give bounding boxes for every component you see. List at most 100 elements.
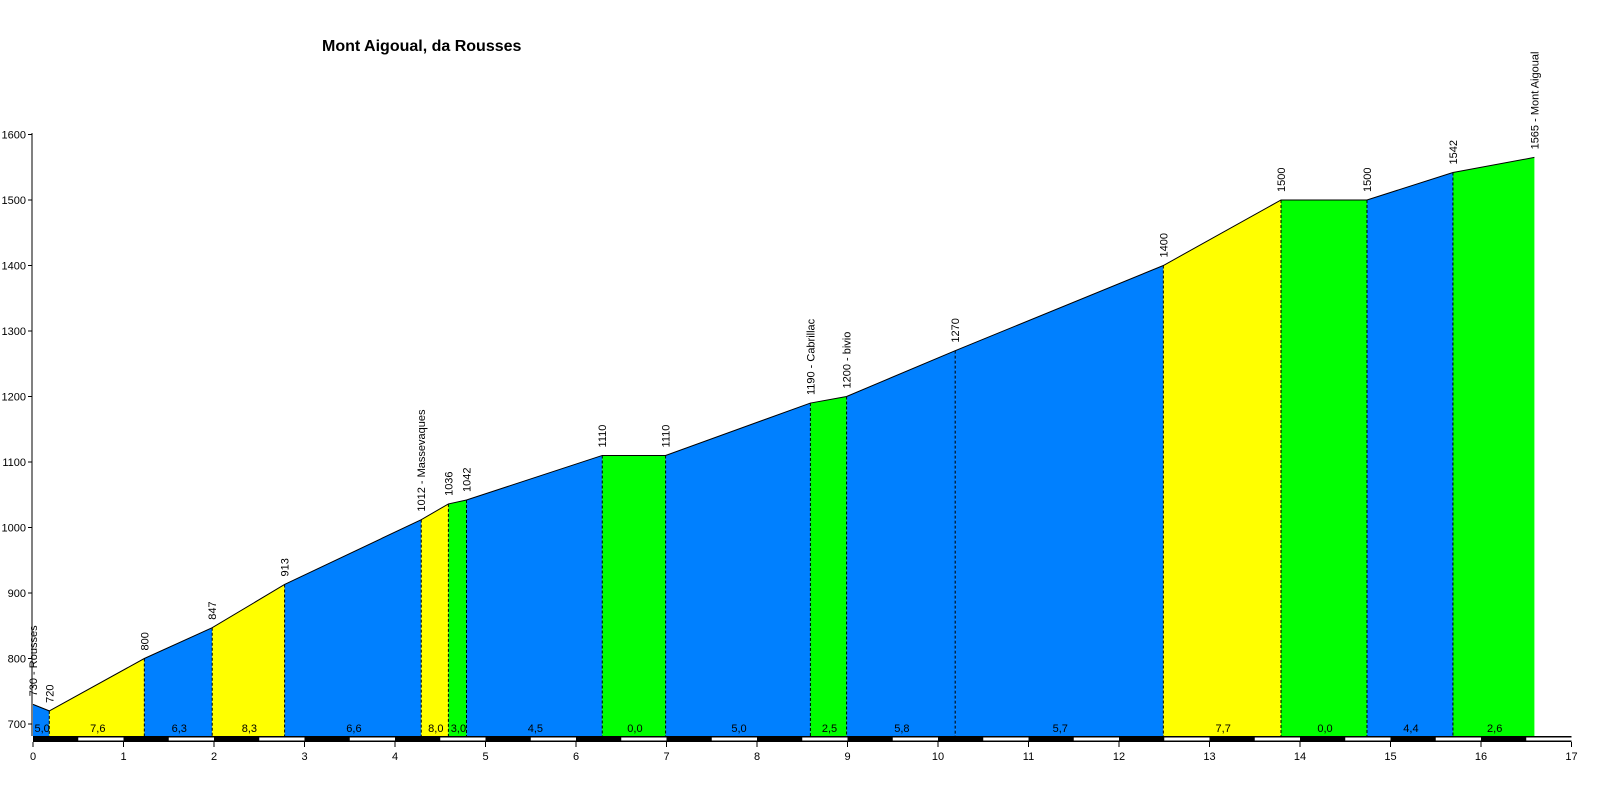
segment-area-7 xyxy=(466,455,603,736)
gradient-label-13: 7,7 xyxy=(1216,723,1231,735)
segment-area-6 xyxy=(448,499,467,736)
point-label-15: 1500 xyxy=(1362,168,1374,192)
x-tick-label-9: 9 xyxy=(844,751,850,763)
x-tick-label-15: 15 xyxy=(1384,751,1396,763)
point-label-6: 1036 xyxy=(443,471,455,495)
point-label-3: 847 xyxy=(207,601,219,619)
y-tick-label-4: 1100 xyxy=(2,457,26,469)
point-label-0: 730 - Rousses xyxy=(28,625,40,696)
point-label-12: 1270 xyxy=(950,318,962,342)
x-bar-1-b xyxy=(168,737,214,741)
point-labels: 730 - Rousses 720 800 847 913 1012 - Massevaq… xyxy=(28,52,1541,703)
x-bar-13-b xyxy=(1254,737,1300,741)
point-label-8: 1110 xyxy=(597,425,609,448)
x-bar-2-b xyxy=(259,737,305,741)
gradient-label-0: 5,0 xyxy=(34,723,49,735)
segment-area-10 xyxy=(810,396,847,736)
x-bar-4-b xyxy=(440,737,486,741)
gradient-label-5: 8,0 xyxy=(428,723,443,735)
segment-area-15 xyxy=(1366,172,1453,737)
x-bar-5-b xyxy=(530,737,576,741)
y-tick-label-7: 1400 xyxy=(2,261,26,273)
x-tick-label-3: 3 xyxy=(301,751,307,763)
gradient-label-7: 4,5 xyxy=(528,723,543,735)
x-tick-label-11: 11 xyxy=(1023,751,1034,763)
x-bar-10-b xyxy=(983,737,1029,741)
chart-title: Mont Aigoual, da Rousses xyxy=(322,38,522,55)
x-tick-label-6: 6 xyxy=(573,751,579,763)
segment-area-1 xyxy=(49,658,145,736)
gradient-label-9: 5,0 xyxy=(731,723,746,735)
gradient-label-1: 7,6 xyxy=(90,723,105,735)
segment-area-2 xyxy=(144,627,213,736)
x-tick-label-16: 16 xyxy=(1475,751,1487,763)
segment-area-4 xyxy=(284,519,422,736)
point-label-5: 1012 - Massevaques xyxy=(416,409,428,512)
x-tick-label-5: 5 xyxy=(482,751,488,763)
profile-outline xyxy=(32,156,1535,712)
point-label-2: 800 xyxy=(139,632,151,650)
gradient-label-11: 5,8 xyxy=(894,723,909,735)
gradient-label-10: 2,5 xyxy=(822,723,837,735)
gradient-label-2: 6,3 xyxy=(172,723,187,735)
y-tick-label-3: 1000 xyxy=(2,523,26,535)
x-bar-11-b xyxy=(1073,737,1119,741)
x-tick-label-14: 14 xyxy=(1294,751,1306,763)
x-bar-8-b xyxy=(802,737,848,741)
segment-area-13 xyxy=(1163,200,1281,736)
gradient-labels: 5,0 7,6 6,3 8,3 6,6 8,0 3,0 4,5 0,0 5,0 2,5 5,8 5,7 7… xyxy=(34,723,1502,735)
x-bar-6-b xyxy=(621,737,667,741)
x-tick-label-7: 7 xyxy=(663,751,669,763)
y-tick-label-6: 1300 xyxy=(2,326,26,338)
point-label-11: 1200 - bivio xyxy=(842,332,854,389)
x-tick-label-4: 4 xyxy=(392,751,398,763)
x-bar-15-b xyxy=(1435,737,1481,741)
x-bar-16-b xyxy=(1526,737,1572,741)
x-bar-9-b xyxy=(892,737,938,741)
point-label-10: 1190 - Cabrillac xyxy=(805,318,817,395)
profile-line xyxy=(32,156,1535,712)
y-tick-label-5: 1200 xyxy=(2,392,26,404)
point-label-9: 1110 xyxy=(661,425,673,448)
x-bar-12-b xyxy=(1164,737,1210,741)
point-label-14: 1500 xyxy=(1276,168,1288,192)
segment-area-11 xyxy=(846,350,956,736)
y-tick-label-8: 1500 xyxy=(2,195,26,207)
x-tick-label-13: 13 xyxy=(1203,751,1215,763)
segment-area-5 xyxy=(421,503,449,736)
y-tick-label-1: 800 xyxy=(8,654,26,666)
point-label-16: 1542 xyxy=(1448,140,1460,164)
x-tick-label-1: 1 xyxy=(120,751,126,763)
y-tick-label-9: 1600 xyxy=(2,130,26,142)
gradient-label-8: 0,0 xyxy=(627,723,642,735)
gradient-label-14: 0,0 xyxy=(1317,723,1332,735)
x-bar-14-b xyxy=(1345,737,1391,741)
x-tick-label-2: 2 xyxy=(211,751,217,763)
point-label-13: 1400 xyxy=(1158,233,1170,257)
segment-area-12 xyxy=(955,265,1164,736)
x-tick-label-17: 17 xyxy=(1565,751,1577,763)
gradient-label-16: 2,6 xyxy=(1487,723,1502,735)
x-tick-label-0: 0 xyxy=(30,751,36,763)
profile-areas xyxy=(33,157,1535,737)
y-tick-label-0: 700 xyxy=(8,719,26,731)
gradient-label-3: 8,3 xyxy=(242,723,257,735)
x-bar-7-b xyxy=(711,737,757,741)
x-tick-label-10: 10 xyxy=(932,751,944,763)
x-bar-0-b xyxy=(78,737,124,741)
point-label-7: 1042 xyxy=(461,468,473,492)
y-tick-label-2: 900 xyxy=(8,588,26,600)
gradient-label-15: 4,4 xyxy=(1403,723,1418,735)
segment-area-9 xyxy=(665,403,811,736)
segment-area-3 xyxy=(212,584,285,736)
segment-area-8 xyxy=(602,455,666,736)
segment-area-0 xyxy=(33,704,50,736)
gradient-label-4: 6,6 xyxy=(346,723,361,735)
x-bar-3-b xyxy=(349,737,395,741)
gradient-label-12: 5,7 xyxy=(1053,723,1068,735)
point-label-17: 1565 - Mont Aigoual xyxy=(1529,52,1541,150)
x-tick-label-12: 12 xyxy=(1113,751,1125,763)
point-label-4: 913 xyxy=(280,558,292,576)
